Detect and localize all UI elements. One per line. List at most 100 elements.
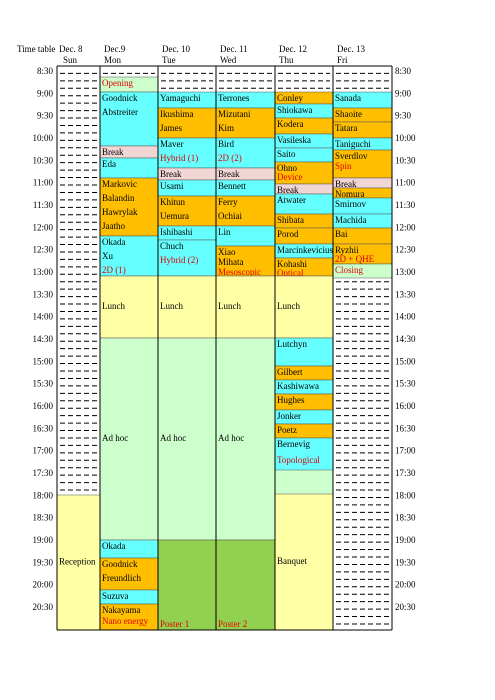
time-label-left: 20:00 <box>32 580 53 590</box>
event-note: Optical <box>277 268 304 278</box>
time-label-right: 8:30 <box>395 66 412 76</box>
time-label-right: 16:30 <box>395 423 416 433</box>
event-block <box>56 494 101 631</box>
event-name: Ishibashi <box>160 227 193 237</box>
event-name: Eda <box>102 159 116 169</box>
event-note: 2D + QHE <box>335 254 375 264</box>
time-label-left: 9:30 <box>37 111 54 121</box>
filler <box>275 470 333 494</box>
event-name: Xiao <box>218 247 236 257</box>
time-label-right: 18:00 <box>395 490 416 500</box>
event-name: Kim <box>218 123 234 133</box>
day-date: Dec. 11 <box>220 44 248 54</box>
time-label-left: 11:00 <box>33 178 54 188</box>
event-block <box>215 539 276 631</box>
event-name: Gilbert <box>277 367 303 377</box>
event-name: Kodera <box>277 119 304 129</box>
event-name: Sanada <box>335 93 361 103</box>
event-block <box>99 177 159 237</box>
event-name: Saito <box>277 149 296 159</box>
event-name: Jaatho <box>102 221 125 231</box>
time-label-right: 9:00 <box>395 88 412 98</box>
event-name: Break <box>102 147 124 157</box>
time-label-left: 10:00 <box>32 133 53 143</box>
event-name: Bai <box>335 229 348 239</box>
event-note: Device <box>277 172 302 182</box>
event-name: Bernevig <box>277 439 310 449</box>
event-name: Break <box>160 169 182 179</box>
event-name: Xu <box>102 251 113 261</box>
event-name: Bennett <box>218 181 246 191</box>
time-label-left: 18:30 <box>32 513 53 523</box>
event-name: Ochiai <box>218 211 242 221</box>
event-name: Abstreiter <box>102 107 138 117</box>
event-name: James <box>160 123 182 133</box>
time-label-left: 13:00 <box>32 267 53 277</box>
event-note: Poster 2 <box>218 619 247 629</box>
time-label-left: 16:30 <box>32 423 53 433</box>
event-name: Goodnick <box>102 559 138 569</box>
event-name: Ikushima <box>160 109 194 119</box>
event-name: Reception <box>59 557 96 567</box>
time-label-left: 13:30 <box>32 289 53 299</box>
event-name: Lunch <box>160 301 183 311</box>
time-label-left: 20:30 <box>32 602 53 612</box>
event-name: Lutchyn <box>277 339 307 349</box>
time-label-left: 9:00 <box>37 88 54 98</box>
event-name: Kohashi <box>277 259 307 269</box>
event-block <box>157 137 217 169</box>
time-label-right: 10:00 <box>395 133 416 143</box>
time-label-left: 15:30 <box>32 379 53 389</box>
event-block <box>274 493 334 631</box>
time-label-left: 11:30 <box>33 200 54 210</box>
event-note: Topological <box>277 455 320 465</box>
day-date: Dec. 10 <box>162 44 190 54</box>
day-name: Wed <box>220 55 237 65</box>
day-name: Fri <box>337 55 348 65</box>
event-name: Machida <box>335 215 367 225</box>
event-name: Kashiwawa <box>277 381 319 391</box>
day-name: Sun <box>63 55 78 65</box>
day-date: Dec.9 <box>104 44 126 54</box>
event-name: Poetz <box>277 425 297 435</box>
event-block <box>332 149 393 179</box>
event-name: Hughes <box>277 395 305 405</box>
event-name: Conley <box>277 93 303 103</box>
time-label-right: 12:30 <box>395 245 416 255</box>
event-block <box>274 337 334 367</box>
event-name: Vasileska <box>277 135 311 145</box>
time-label-right: 13:00 <box>395 267 416 277</box>
day-name: Thu <box>279 55 294 65</box>
event-name: Sverdlov <box>335 151 368 161</box>
time-label-right: 20:30 <box>395 602 416 612</box>
day-name: Tue <box>162 55 176 65</box>
event-name: Jonker <box>277 411 301 421</box>
time-label-right: 14:30 <box>395 334 416 344</box>
event-name: Okada <box>102 541 126 551</box>
time-label-right: 10:30 <box>395 155 416 165</box>
event-name: Mizutani <box>218 109 251 119</box>
event-name: Goodnick <box>102 93 138 103</box>
time-label-right: 15:30 <box>395 379 416 389</box>
time-label-right: 18:30 <box>395 513 416 523</box>
event-name: Usami <box>160 181 184 191</box>
event-name: Porod <box>277 229 299 239</box>
title: Time table <box>17 44 55 54</box>
event-name: Ohno <box>277 163 297 173</box>
event-name: Nakayama <box>102 605 140 615</box>
event-name: Terrones <box>218 93 250 103</box>
event-block <box>274 437 334 471</box>
event-name: Lunch <box>218 301 241 311</box>
event-name: Khitun <box>160 197 186 207</box>
time-label-left: 14:00 <box>32 312 53 322</box>
event-note: 2D (2) <box>218 153 242 163</box>
time-label-right: 19:30 <box>395 557 416 567</box>
event-block <box>215 337 276 541</box>
event-name: Shibata <box>277 215 304 225</box>
event-name: Taniguchi <box>335 139 371 149</box>
day-date: Dec. 12 <box>279 44 307 54</box>
event-block <box>99 275 159 339</box>
event-name: Uemura <box>160 211 189 221</box>
day-date: Dec. 8 <box>59 44 83 54</box>
